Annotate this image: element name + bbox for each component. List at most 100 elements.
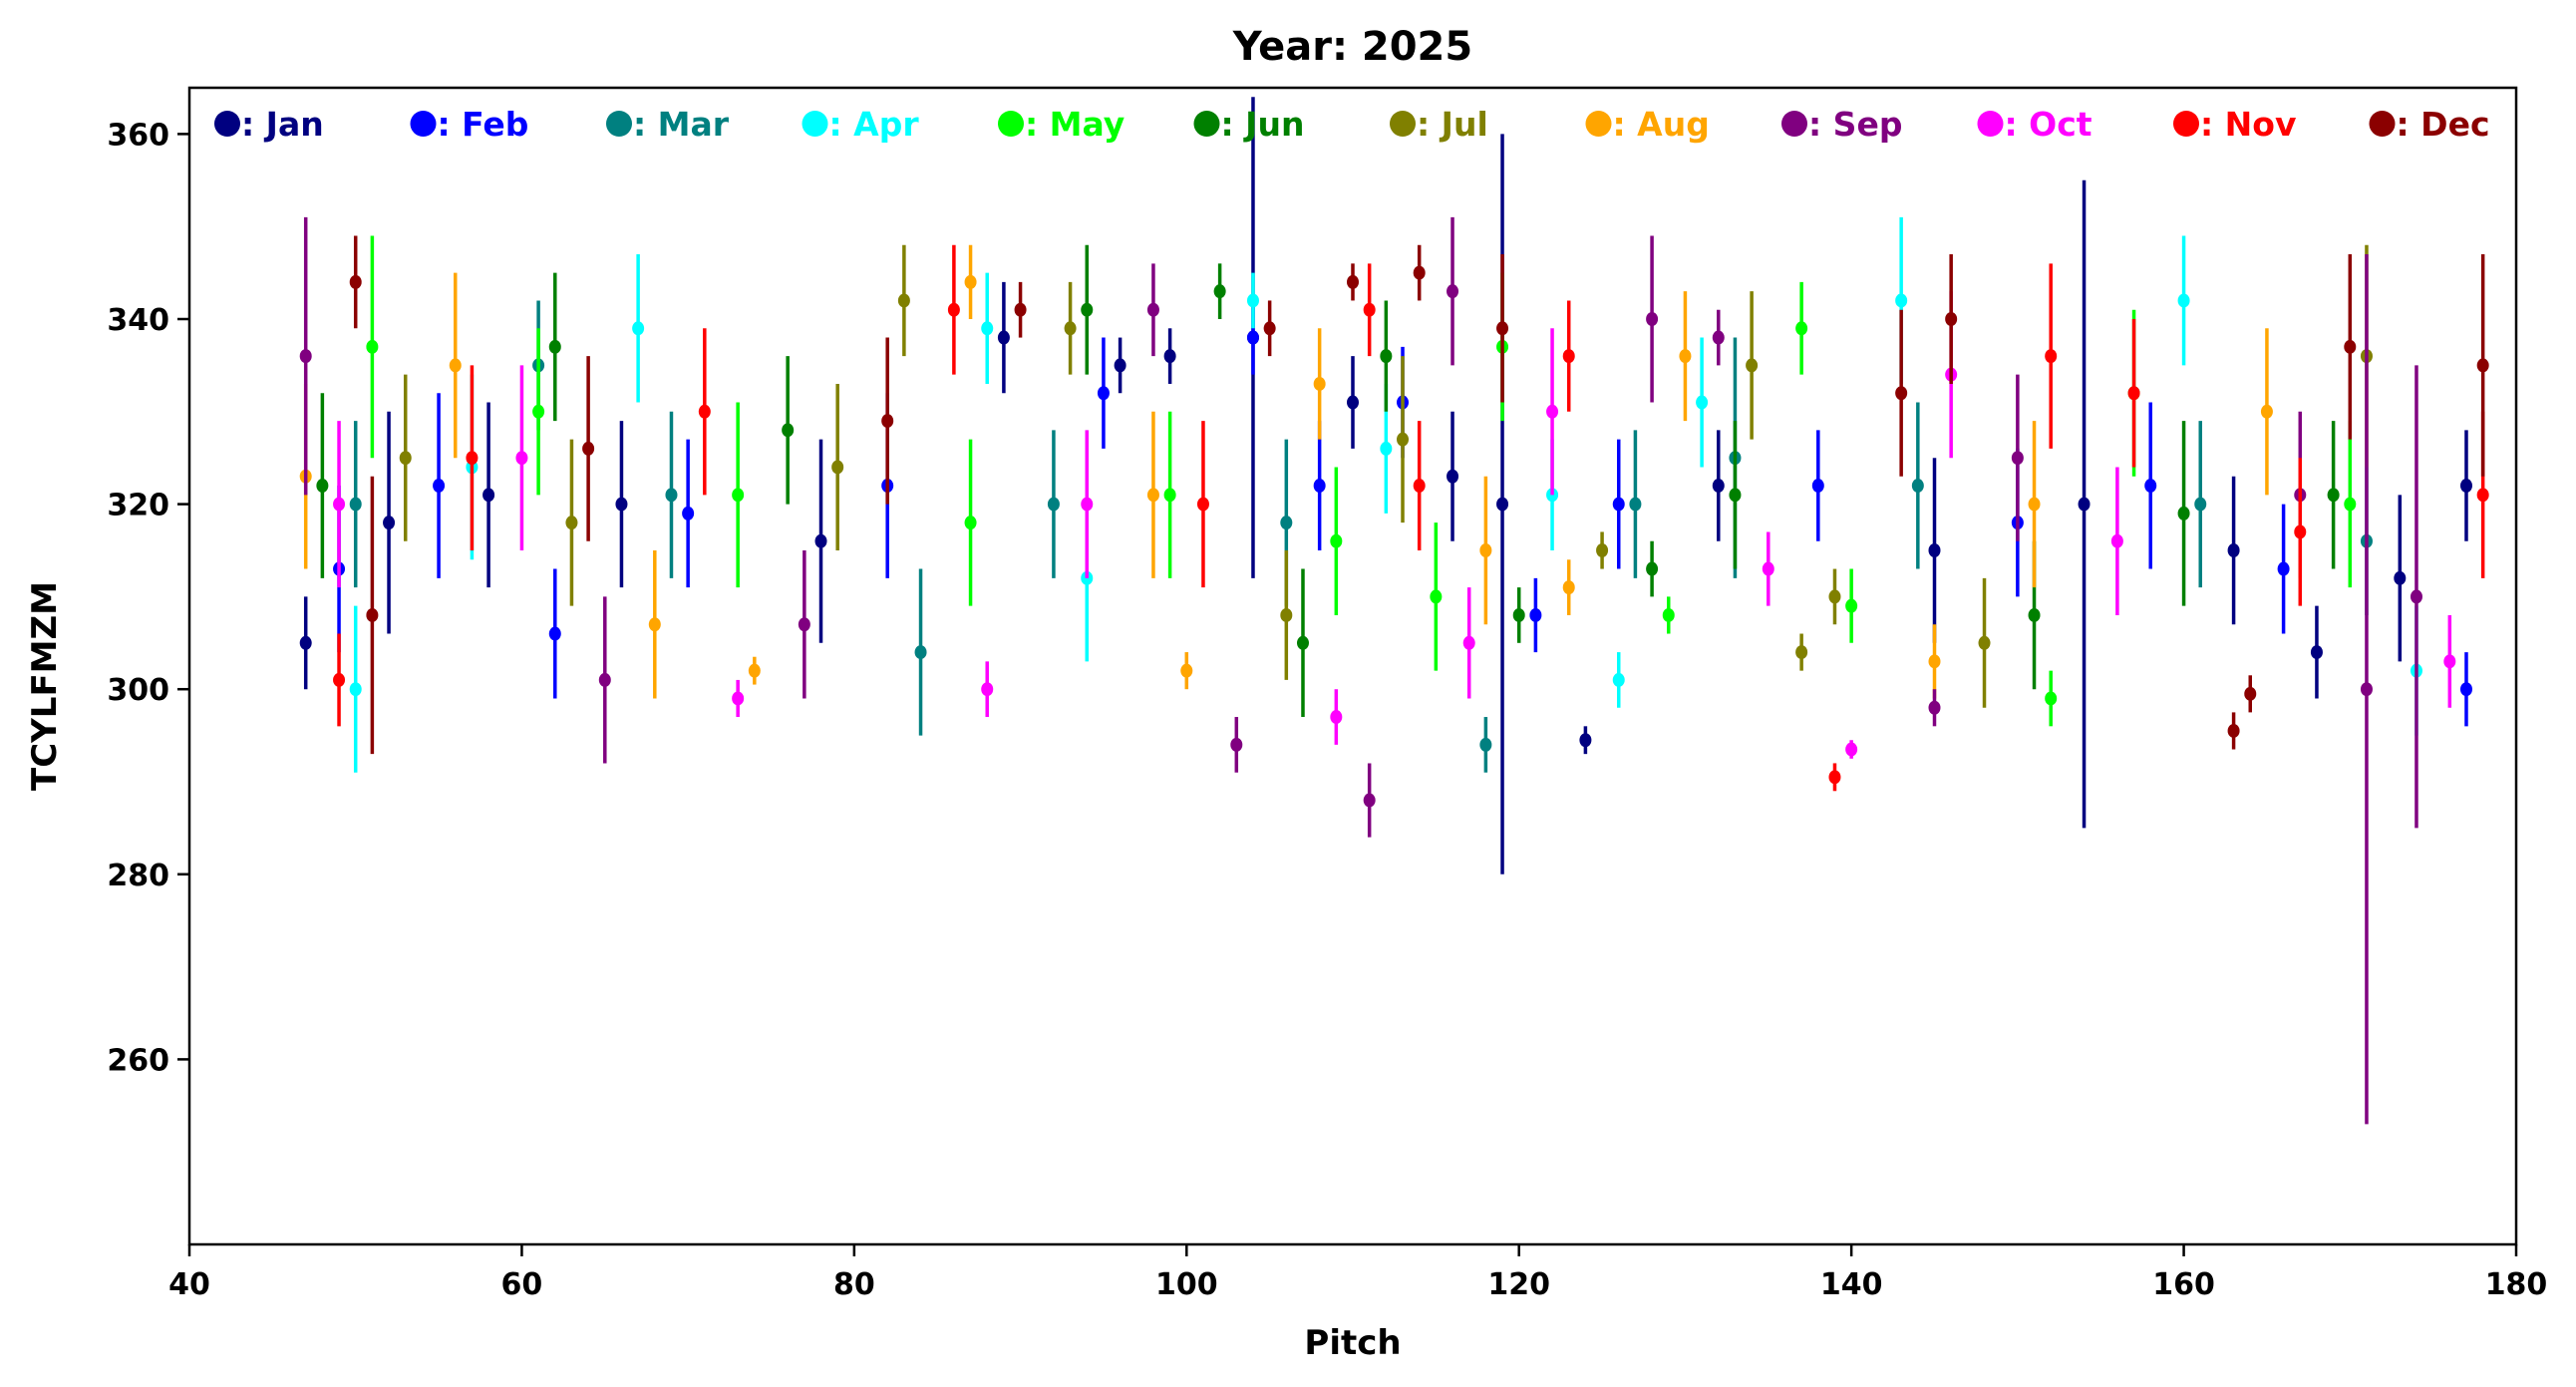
axes: 40 60 80 100 120 140 160 180 260 280 300 320 340 360 [107,86,2548,1302]
data-point [2227,543,2240,557]
data-point [1163,349,1176,364]
data-point [1911,479,1924,494]
plot-frame [187,86,2518,1246]
data-point [383,516,396,530]
chart-title: Year: 2025 [1232,24,1472,70]
series-oct [333,291,2456,759]
x-tick-label: 120 [1487,1267,1550,1302]
legend-item: : Feb [410,105,529,144]
data-point [2194,497,2207,512]
data-point [981,321,994,336]
legend-marker [606,111,632,137]
data-point [1347,395,1359,410]
legend-item: : Dec [2369,105,2490,144]
legend-label: : Aug [1613,105,1710,144]
y-tick-label: 300 [107,673,169,708]
legend-label: : Mar [633,105,730,144]
x-tick-label: 60 [501,1267,543,1302]
data-point [565,516,578,530]
data-point [2360,682,2373,697]
data-point [1596,543,1609,557]
legend-label: : Sep [1808,105,1902,144]
plot-area [299,97,2489,1125]
data-point [648,617,661,632]
series-nov [333,244,2489,792]
legend-label: : Oct [2005,105,2093,144]
legend-item: : Jan [214,105,324,144]
data-point [914,645,927,660]
data-point [2344,339,2357,354]
data-point [1795,321,1808,336]
y-tick-label: 340 [107,303,169,338]
y-tick-label: 320 [107,489,169,523]
legend-marker [802,111,828,137]
data-point [814,533,827,548]
data-point [1081,302,1094,317]
data-point [1928,700,1941,715]
data-point [2045,349,2058,364]
data-point [2144,479,2157,494]
legend-label: : Jun [1221,105,1305,144]
data-point [964,274,977,289]
data-point [1146,488,1159,503]
data-point [1280,516,1293,530]
data-point [2344,497,2357,512]
data-point [1462,635,1475,650]
data-point [1347,274,1359,289]
y-axis-label: TCYLFMZM [25,581,65,791]
legend-item: : Oct [1977,105,2093,144]
x-tick-label: 40 [168,1267,210,1302]
data-point [433,479,446,494]
data-point [515,451,528,466]
legend-item: : Nov [2173,105,2297,144]
data-point [1447,469,1459,484]
data-point [1679,349,1692,364]
data-point [2177,293,2190,308]
data-point [1380,441,1393,456]
data-point [1978,635,1991,650]
legend-item: : Jul [1390,105,1488,144]
legend-marker [1977,111,2004,137]
data-point [1363,793,1376,808]
data-point [1246,293,1259,308]
data-point [2045,691,2058,706]
legend-item: : Mar [606,105,730,144]
data-point [2476,358,2489,373]
data-point [1163,488,1176,503]
data-point [1712,330,1725,345]
data-point [1945,312,1958,326]
data-point [299,635,312,650]
legend-label: : Feb [438,105,529,144]
data-point [1895,293,1908,308]
data-point [1047,497,1060,512]
data-point [1512,607,1525,622]
data-point [682,506,695,520]
data-point [1928,654,1941,669]
legend-marker [1585,111,1612,137]
y-tick-label: 280 [107,859,169,893]
data-point [548,339,561,354]
data-point [1397,432,1410,447]
data-point [1845,742,1858,757]
data-point [1246,330,1259,345]
data-point [366,339,379,354]
data-point [1280,607,1293,622]
data-point [1895,386,1908,401]
data-point [1230,737,1243,752]
data-point [997,330,1010,345]
data-point [299,349,312,364]
legend-item: : Jun [1193,105,1305,144]
data-point [2028,607,2041,622]
data-point [1828,770,1841,785]
legend-label: : Nov [2200,105,2297,144]
data-point [2028,497,2041,512]
data-point [1696,395,1709,410]
legend: : Jan: Feb: Mar: Apr: May: Jun: Jul: Aug… [214,105,2490,144]
legend-item: : Apr [802,105,919,144]
data-point [1795,645,1808,660]
data-point [2011,451,2024,466]
legend-label: : Jul [1417,105,1488,144]
x-tick-label: 180 [2485,1267,2548,1302]
data-point [831,460,844,475]
